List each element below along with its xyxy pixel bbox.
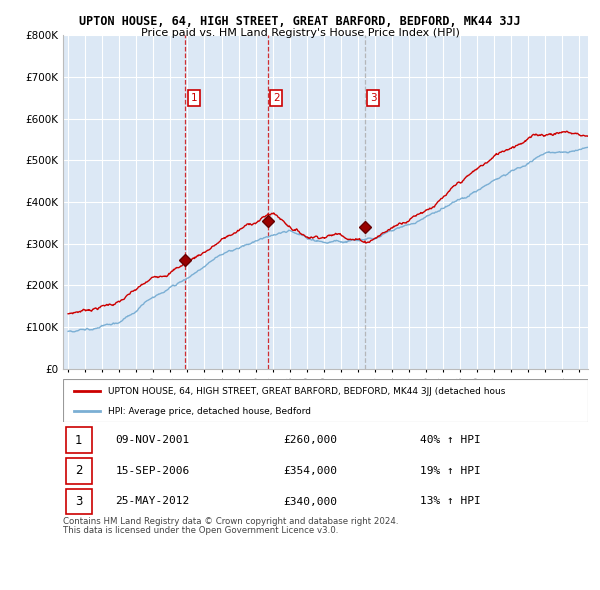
Text: 3: 3 [75,495,82,508]
Text: 15-SEP-2006: 15-SEP-2006 [115,466,190,476]
Text: This data is licensed under the Open Government Licence v3.0.: This data is licensed under the Open Gov… [63,526,338,535]
Text: 40% ↑ HPI: 40% ↑ HPI [420,435,481,445]
Text: 3: 3 [370,93,376,103]
Text: £260,000: £260,000 [284,435,337,445]
Text: HPI: Average price, detached house, Bedford: HPI: Average price, detached house, Bedf… [107,407,311,416]
Text: 25-MAY-2012: 25-MAY-2012 [115,497,190,506]
Text: 09-NOV-2001: 09-NOV-2001 [115,435,190,445]
Text: 1: 1 [75,434,83,447]
Text: £340,000: £340,000 [284,497,337,506]
Text: 19% ↑ HPI: 19% ↑ HPI [420,466,481,476]
Text: Price paid vs. HM Land Registry's House Price Index (HPI): Price paid vs. HM Land Registry's House … [140,28,460,38]
Bar [65,458,92,484]
Text: 2: 2 [273,93,280,103]
Bar [65,489,92,514]
Text: 13% ↑ HPI: 13% ↑ HPI [420,497,481,506]
Text: 1: 1 [190,93,197,103]
Text: UPTON HOUSE, 64, HIGH STREET, GREAT BARFORD, BEDFORD, MK44 3JJ (detached hous: UPTON HOUSE, 64, HIGH STREET, GREAT BARF… [107,387,505,396]
Text: Contains HM Land Registry data © Crown copyright and database right 2024.: Contains HM Land Registry data © Crown c… [63,517,398,526]
Text: 2: 2 [75,464,83,477]
Text: £354,000: £354,000 [284,466,337,476]
Bar [65,427,92,453]
Text: UPTON HOUSE, 64, HIGH STREET, GREAT BARFORD, BEDFORD, MK44 3JJ: UPTON HOUSE, 64, HIGH STREET, GREAT BARF… [79,15,521,28]
